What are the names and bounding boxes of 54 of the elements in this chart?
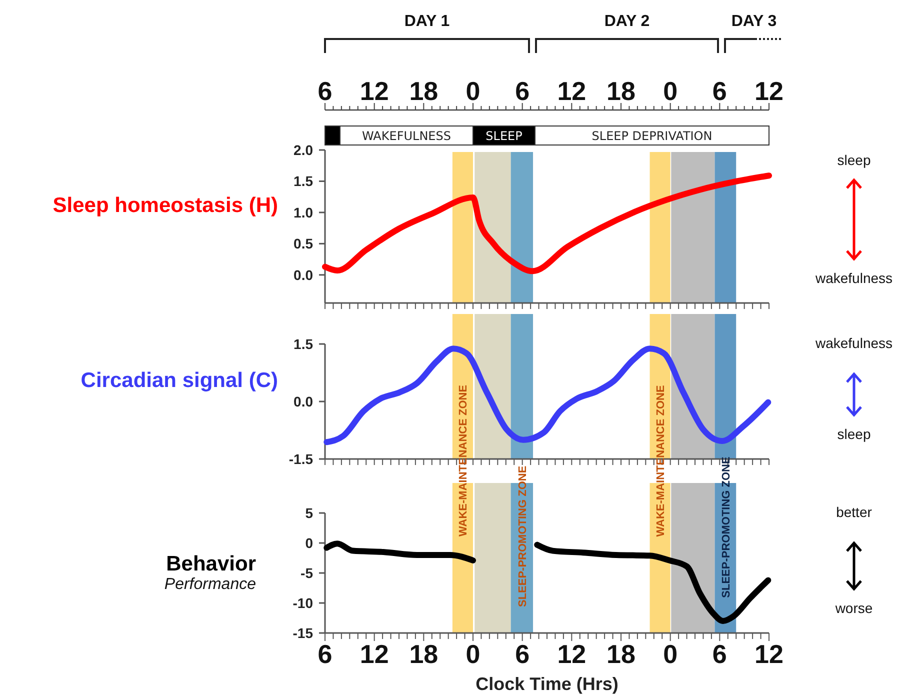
y-axis-title: Sleep homeostasis (H)	[52, 194, 278, 217]
x2-tick-label: 12	[557, 76, 586, 106]
band-label: SLEEP-PROMOTING ZONE	[720, 456, 732, 598]
text: DAY 3	[731, 13, 777, 30]
x-tick-label: 0	[663, 639, 678, 669]
y-tick-label: -10	[292, 594, 314, 611]
x2-tick-label: 18	[409, 76, 438, 106]
band-label: SLEEP-PROMOTING ZONE	[516, 466, 529, 608]
text: Performance	[164, 576, 256, 593]
x-tick-label: 12	[754, 639, 784, 669]
x2-tick-label: 12	[360, 76, 389, 106]
x-tick-label: 0	[466, 639, 480, 669]
text: WAKEFULNESS	[362, 129, 452, 144]
band-label: WAKE-MAINTENANCE ZONE	[654, 385, 667, 537]
y-tick-label: -15	[292, 624, 314, 641]
x2-tick-label: 12	[754, 76, 784, 106]
x2-tick-label: 0	[466, 76, 480, 106]
band-label: WAKE-MAINTENANCE ZONE	[458, 384, 470, 536]
y-axis-title: Circadian signal (C)	[80, 368, 278, 392]
x-tick-label: 6	[712, 639, 727, 669]
text: worse	[834, 600, 873, 616]
text: wakefulness	[814, 335, 893, 351]
text: sleep	[837, 426, 871, 442]
y-tick-label: 5	[305, 504, 314, 521]
x2-tick-label: 0	[663, 76, 678, 106]
x-axis-title: Clock Time (Hrs)	[476, 674, 618, 694]
text: sleep	[837, 152, 871, 168]
text: wakefulness	[814, 270, 893, 286]
y-tick-label: 1.5	[294, 336, 314, 352]
y-tick-label: 1.5	[294, 173, 314, 190]
text: DAY 1	[404, 13, 450, 30]
x-tick-label: 18	[409, 639, 438, 669]
y-tick-label: 0	[305, 534, 314, 551]
text: SLEEP	[486, 129, 522, 144]
y-tick-label: 0.0	[294, 393, 314, 410]
x-tick-label: 6	[515, 639, 530, 669]
y-tick-label: -1.5	[288, 450, 314, 467]
y-axis-title: Behavior	[166, 552, 256, 576]
text: SLEEP DEPRIVATION	[592, 129, 712, 144]
x2-tick-label: 6	[712, 76, 727, 106]
x-tick-label: 18	[606, 639, 636, 669]
x2-tick-label: 6	[515, 76, 530, 106]
text: better	[836, 504, 872, 520]
y-tick-label: 0.5	[294, 236, 314, 252]
x2-tick-label: 6	[318, 76, 332, 106]
y-tick-label: 0.0	[294, 266, 314, 283]
x-tick-label: 6	[318, 639, 332, 669]
y-tick-label: 1.0	[294, 204, 314, 220]
y-tick-label: 2.0	[294, 142, 314, 158]
x2-tick-label: 18	[606, 76, 636, 106]
text: DAY 2	[604, 13, 650, 30]
x-tick-label: 12	[557, 639, 586, 669]
x-tick-label: 12	[360, 639, 389, 669]
y-tick-label: -5	[300, 564, 314, 581]
